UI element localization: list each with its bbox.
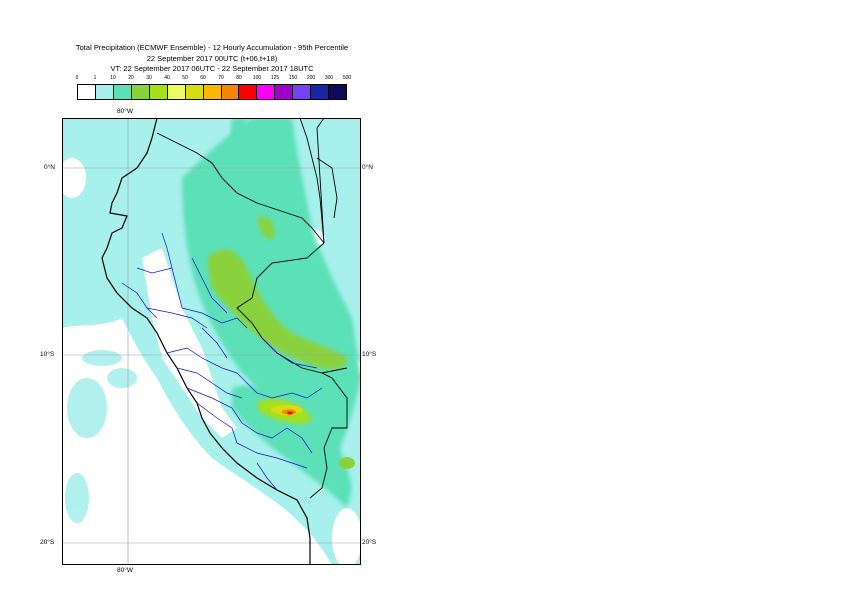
legend-swatch (149, 85, 168, 99)
legend-swatch (167, 85, 186, 99)
legend-swatch (185, 85, 204, 99)
legend-label: 40 (164, 75, 170, 81)
dry-coastal-region (142, 248, 237, 438)
lat-label: 20°S (40, 539, 55, 546)
legend-label: 50 (182, 75, 188, 81)
lat-label: 0°N (362, 164, 373, 171)
legend-label: 1 (93, 75, 97, 81)
legend-swatch (203, 85, 222, 99)
national-borders (156, 118, 348, 499)
precip-max-core (287, 411, 293, 415)
coastline (101, 118, 311, 565)
valid-time: VT: 22 September 2017 06UTC - 22 Septemb… (110, 64, 314, 73)
lat-label: 10°S (40, 351, 55, 358)
legend-swatch (131, 85, 150, 99)
ocean-precip-speckles (65, 350, 137, 523)
base-time: 22 September 2017 00UTC (t+06,t+18) (146, 54, 278, 63)
legend-swatch (329, 85, 347, 99)
lat-label: 20°S (362, 539, 377, 546)
legend-labels: 0 1 10 20 30 40 50 60 70 80 100 125 150 … (75, 75, 352, 84)
legend-label: 150 (288, 75, 298, 81)
regional-borders (121, 232, 323, 491)
map-frame (62, 118, 361, 565)
legend-label: 300 (324, 75, 334, 81)
legend-swatch (311, 85, 330, 99)
legend-label: 30 (146, 75, 152, 81)
lat-label: 10°S (362, 351, 377, 358)
legend-swatch (257, 85, 276, 99)
map-title: Total Precipitation (ECMWF Ensemble) - 1… (75, 43, 349, 52)
legend-label: 125 (270, 75, 280, 81)
legend-label: 20 (128, 75, 134, 81)
legend-label: 200 (306, 75, 316, 81)
lon-label: 80°W (117, 108, 133, 115)
legend-swatch (221, 85, 240, 99)
legend-label: 80 (236, 75, 242, 81)
legend-label: 70 (218, 75, 224, 81)
lon-label: 80°W (117, 567, 133, 574)
legend-swatch (95, 85, 114, 99)
precip-field-heavy-east (257, 216, 275, 240)
lat-label: 0°N (44, 164, 55, 171)
legend-swatch (78, 85, 96, 99)
precip-field-southeast (339, 457, 355, 469)
graticule (62, 118, 361, 565)
legend-label: 100 (252, 75, 262, 81)
precip-field-medium-north (230, 118, 247, 168)
legend-swatch (239, 85, 258, 99)
legend-label: 10 (110, 75, 116, 81)
legend-color-bar (77, 84, 347, 100)
precipitation-map: 0°N 0°N 10°S 10°S 20°S 20°S 80°W 80°W (40, 108, 376, 574)
legend-swatch (275, 85, 294, 99)
legend-label: 60 (200, 75, 206, 81)
legend-swatch (293, 85, 312, 99)
precip-field-heavy (207, 249, 347, 369)
legend-label: 0 (75, 75, 79, 81)
legend-swatch (113, 85, 132, 99)
legend-label: 500 (342, 75, 352, 81)
precip-field-medium-south (232, 385, 352, 508)
precip-field-medium (182, 118, 361, 463)
